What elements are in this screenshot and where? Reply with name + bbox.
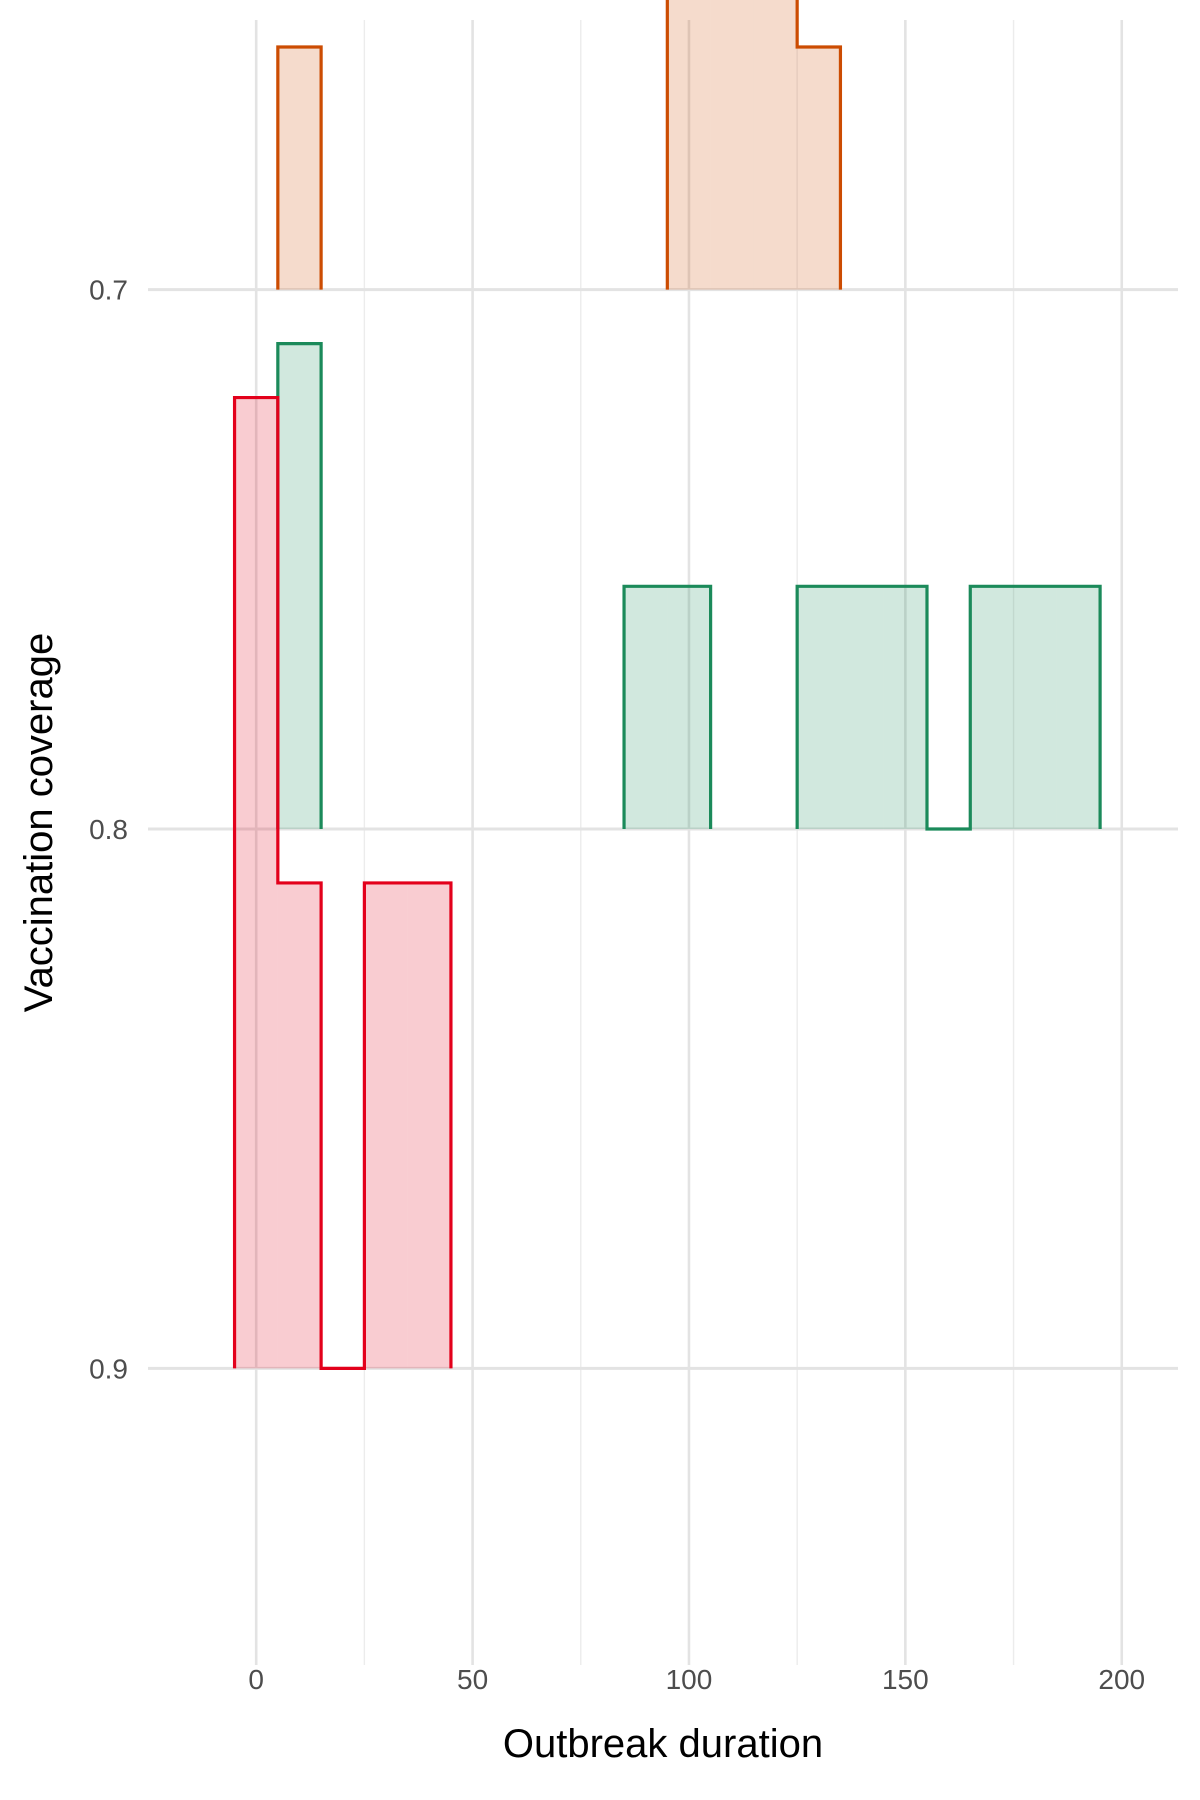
histogram-bar (753, 0, 798, 290)
histogram-bar (1056, 586, 1101, 830)
x-tick-labels: 0 50 100 150 200 (248, 1664, 1145, 1695)
histogram-bar (883, 586, 927, 830)
histogram-bar (797, 586, 841, 830)
y-tick-label: 0.8 (89, 814, 128, 845)
histogram-bar (667, 586, 711, 830)
histogram-bar (407, 882, 451, 1369)
histogram-bar (624, 586, 668, 830)
histogram-bar (364, 882, 408, 1369)
ridge-0.8 (276, 342, 1102, 831)
x-tick-label: 200 (1098, 1664, 1145, 1695)
ridge-outline (795, 584, 1102, 831)
ridge-0.9 (232, 395, 453, 1370)
histogram-bar (277, 343, 322, 830)
ridge-outline (276, 45, 323, 290)
histogram-bar (667, 0, 711, 290)
y-tick-labels: 0.7 0.8 0.9 (89, 275, 128, 1385)
y-tick-label: 0.9 (89, 1353, 128, 1384)
histogram-bar (1013, 586, 1057, 830)
histogram-bar (710, 0, 754, 290)
histogram-bar (970, 586, 1014, 830)
ridge-outline (232, 395, 453, 1370)
x-axis-title: Outbreak duration (503, 1722, 823, 1766)
histogram-bar (840, 586, 884, 830)
ridge-0.7 (276, 0, 843, 290)
y-axis-title: Vaccination coverage (17, 633, 61, 1013)
histogram-bar (234, 397, 278, 1369)
ridge-outline (622, 584, 713, 830)
x-tick-label: 150 (882, 1664, 929, 1695)
x-tick-label: 0 (248, 1664, 264, 1695)
histogram-bar (277, 882, 322, 1369)
ridge-outline (665, 0, 843, 290)
histogram-bar (277, 46, 322, 290)
ridges (232, 0, 1102, 1370)
y-tick-label: 0.7 (89, 275, 128, 306)
x-tick-label: 50 (457, 1664, 488, 1695)
x-tick-label: 100 (666, 1664, 713, 1695)
histogram-bar (797, 46, 841, 290)
